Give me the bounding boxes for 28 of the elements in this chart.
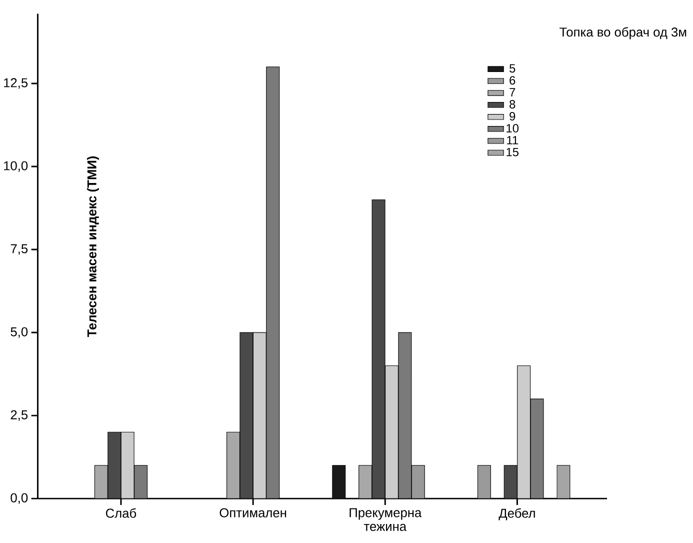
x-tick-label: Слаб xyxy=(106,508,136,518)
x-tick-label: Оптимален xyxy=(220,508,286,518)
legend-label: 10 xyxy=(506,124,519,133)
y-tick-label: 5,0 xyxy=(10,327,28,338)
y-tick-label: 12,5 xyxy=(4,78,28,89)
bar xyxy=(240,332,254,499)
bar xyxy=(504,465,518,499)
legend-title: Топка во обрач од 3м xyxy=(560,27,686,40)
bar xyxy=(108,432,122,499)
legend-label: 5 xyxy=(510,64,516,73)
x-tick-label: Прекумерна тежина xyxy=(350,508,422,532)
legend-label: 15 xyxy=(506,148,518,156)
legend-label: 8 xyxy=(510,100,516,109)
y-tick-label: 2,5 xyxy=(10,410,28,422)
bar xyxy=(372,200,386,499)
bar xyxy=(266,66,280,499)
bar xyxy=(530,398,544,499)
y-tick-label: 7,5 xyxy=(10,244,28,255)
legend-label: 11 xyxy=(507,136,518,144)
bar xyxy=(134,465,148,499)
y-tick-label: 10,0 xyxy=(4,161,28,172)
legend-label: 9 xyxy=(510,112,516,121)
legend-label: 6 xyxy=(510,76,516,85)
y-axis-title: Телесен масен индекс (ТМИ) xyxy=(86,156,99,338)
legend-label: 7 xyxy=(510,88,516,97)
y-tick-label: 0,0 xyxy=(10,493,28,504)
bar xyxy=(398,332,412,499)
x-tick-label: Дебел xyxy=(498,508,535,520)
